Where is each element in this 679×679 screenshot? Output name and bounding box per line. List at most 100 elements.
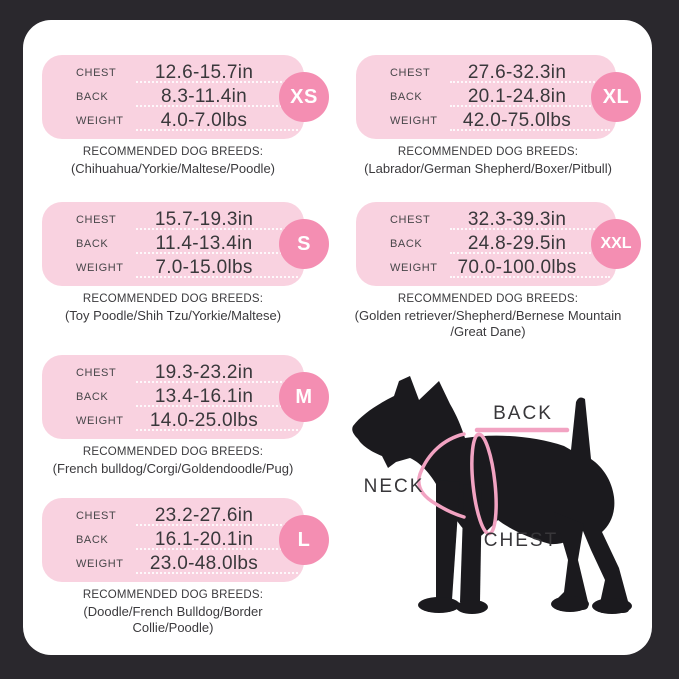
chest-value: 23.2-27.6in (154, 505, 254, 526)
breeds-list: (French bulldog/Corgi/Goldendoodle/Pug) (52, 461, 294, 476)
measure-row-chest: CHEST 19.3-23.2in (76, 362, 298, 385)
chest-value: 32.3-39.3in (467, 209, 567, 230)
weight-label: WEIGHT (76, 115, 124, 127)
dotted-leader (136, 404, 298, 407)
size-card-m: CHEST 19.3-23.2in BACK 13.4-16.1in WEIGH… (42, 355, 329, 439)
size-card-xxl: CHEST 32.3-39.3in BACK 24.8-29.5in WEIGH… (356, 202, 641, 286)
chest-measure-label: CHEST (483, 530, 559, 551)
back-label: BACK (76, 534, 109, 546)
back-label: BACK (76, 391, 109, 403)
breeds-title: RECOMMENDED DOG BREEDS: (82, 293, 264, 305)
back-value: 8.3-11.4in (160, 86, 248, 107)
back-label: BACK (76, 238, 109, 250)
size-badge-xl: XL (591, 72, 641, 122)
weight-label: WEIGHT (76, 558, 124, 570)
weight-label: WEIGHT (76, 415, 124, 427)
back-value: 11.4-13.4in (155, 233, 253, 254)
size-card-l: CHEST 23.2-27.6in BACK 16.1-20.1in WEIGH… (42, 498, 329, 582)
dotted-leader (136, 523, 298, 526)
dotted-leader (136, 80, 298, 83)
weight-value: 70.0-100.0lbs (457, 257, 577, 278)
measure-row-back: BACK 8.3-11.4in (76, 86, 298, 109)
chest-label: CHEST (76, 510, 117, 522)
back-label: BACK (390, 238, 423, 250)
dotted-leader (136, 128, 298, 131)
breeds-note: RECOMMENDED DOG BREEDS: (Doodle/French B… (42, 589, 304, 637)
breeds-list: (Chihuahua/Yorkie/Maltese/Poodle) (70, 161, 276, 176)
dotted-leader (136, 380, 298, 383)
measure-row-weight: WEIGHT 4.0-7.0lbs (76, 110, 298, 133)
neck-measure-label: NECK (363, 476, 425, 497)
breeds-title: RECOMMENDED DOG BREEDS: (82, 446, 264, 458)
weight-label: WEIGHT (76, 262, 124, 274)
weight-value: 7.0-15.0lbs (155, 257, 253, 278)
chest-value: 12.6-15.7in (154, 62, 254, 83)
dotted-leader (136, 104, 298, 107)
size-badge-xs: XS (279, 72, 329, 122)
measure-row-weight: WEIGHT 42.0-75.0lbs (390, 110, 610, 133)
breeds-title: RECOMMENDED DOG BREEDS: (82, 589, 264, 601)
back-value: 13.4-16.1in (154, 386, 254, 407)
measure-row-back: BACK 11.4-13.4in (76, 233, 298, 256)
measure-row-chest: CHEST 23.2-27.6in (76, 505, 298, 528)
measure-row-chest: CHEST 32.3-39.3in (390, 209, 610, 232)
back-measure-label: BACK (493, 403, 553, 424)
breeds-list: (Toy Poodle/Shih Tzu/Yorkie/Maltese) (64, 308, 282, 323)
breeds-title: RECOMMENDED DOG BREEDS: (82, 146, 264, 158)
dotted-leader (136, 251, 298, 254)
weight-value: 23.0-48.0lbs (149, 553, 259, 574)
measure-row-weight: WEIGHT 70.0-100.0lbs (390, 257, 610, 280)
chest-value: 15.7-19.3in (154, 209, 254, 230)
breeds-list: (Golden retriever/Shepherd/Bernese Mount… (354, 308, 622, 340)
measure-row-chest: CHEST 12.6-15.7in (76, 62, 298, 85)
weight-label: WEIGHT (390, 262, 438, 274)
measure-row-weight: WEIGHT 14.0-25.0lbs (76, 410, 298, 433)
breeds-note: RECOMMENDED DOG BREEDS: (Golden retrieve… (342, 293, 634, 341)
chest-label: CHEST (76, 67, 117, 79)
breeds-title: RECOMMENDED DOG BREEDS: (397, 293, 579, 305)
back-label: BACK (76, 91, 109, 103)
measure-row-back: BACK 24.8-29.5in (390, 233, 610, 256)
size-group-m: CHEST 19.3-23.2in BACK 13.4-16.1in WEIGH… (42, 355, 329, 477)
size-badge-l: L (279, 515, 329, 565)
size-badge-m: M (279, 372, 329, 422)
chest-value: 27.6-32.3in (467, 62, 567, 83)
size-group-s: CHEST 15.7-19.3in BACK 11.4-13.4in WEIGH… (42, 202, 329, 324)
breeds-title: RECOMMENDED DOG BREEDS: (397, 146, 579, 158)
measure-row-weight: WEIGHT 7.0-15.0lbs (76, 257, 298, 280)
dotted-leader (136, 547, 298, 550)
weight-value: 42.0-75.0lbs (462, 110, 572, 131)
breeds-list: (Doodle/French Bulldog/Border Collie/Poo… (83, 604, 263, 636)
size-group-xxl: CHEST 32.3-39.3in BACK 24.8-29.5in WEIGH… (355, 202, 641, 341)
dotted-leader (450, 275, 610, 278)
breeds-note: RECOMMENDED DOG BREEDS: (Toy Poodle/Shih… (42, 293, 304, 324)
measure-row-chest: CHEST 27.6-32.3in (390, 62, 610, 85)
weight-value: 4.0-7.0lbs (160, 110, 248, 131)
measure-row-chest: CHEST 15.7-19.3in (76, 209, 298, 232)
dog-measure-diagram: BACK NECK CHEST (348, 362, 660, 658)
measure-row-back: BACK 13.4-16.1in (76, 386, 298, 409)
chest-value: 19.3-23.2in (154, 362, 254, 383)
chest-label: CHEST (76, 367, 117, 379)
chest-label: CHEST (390, 214, 431, 226)
size-group-l: CHEST 23.2-27.6in BACK 16.1-20.1in WEIGH… (42, 498, 329, 637)
breeds-note: RECOMMENDED DOG BREEDS: (French bulldog/… (42, 446, 304, 477)
size-card-xs: CHEST 12.6-15.7in BACK 8.3-11.4in WEIGHT… (42, 55, 329, 139)
breeds-note: RECOMMENDED DOG BREEDS: (Labrador/German… (342, 146, 634, 177)
weight-label: WEIGHT (390, 115, 438, 127)
size-card-s: CHEST 15.7-19.3in BACK 11.4-13.4in WEIGH… (42, 202, 329, 286)
size-badge-xxl: XXL (591, 219, 641, 269)
dotted-leader (450, 104, 610, 107)
dotted-leader (450, 128, 610, 131)
back-value: 20.1-24.8in (467, 86, 567, 107)
back-label: BACK (390, 91, 423, 103)
measure-row-back: BACK 20.1-24.8in (390, 86, 610, 109)
weight-value: 14.0-25.0lbs (149, 410, 259, 431)
back-value: 24.8-29.5in (467, 233, 567, 254)
dotted-leader (450, 251, 610, 254)
dotted-leader (136, 227, 298, 230)
size-group-xs: CHEST 12.6-15.7in BACK 8.3-11.4in WEIGHT… (42, 55, 329, 177)
dotted-leader (136, 275, 298, 278)
breeds-note: RECOMMENDED DOG BREEDS: (Chihuahua/Yorki… (42, 146, 304, 177)
